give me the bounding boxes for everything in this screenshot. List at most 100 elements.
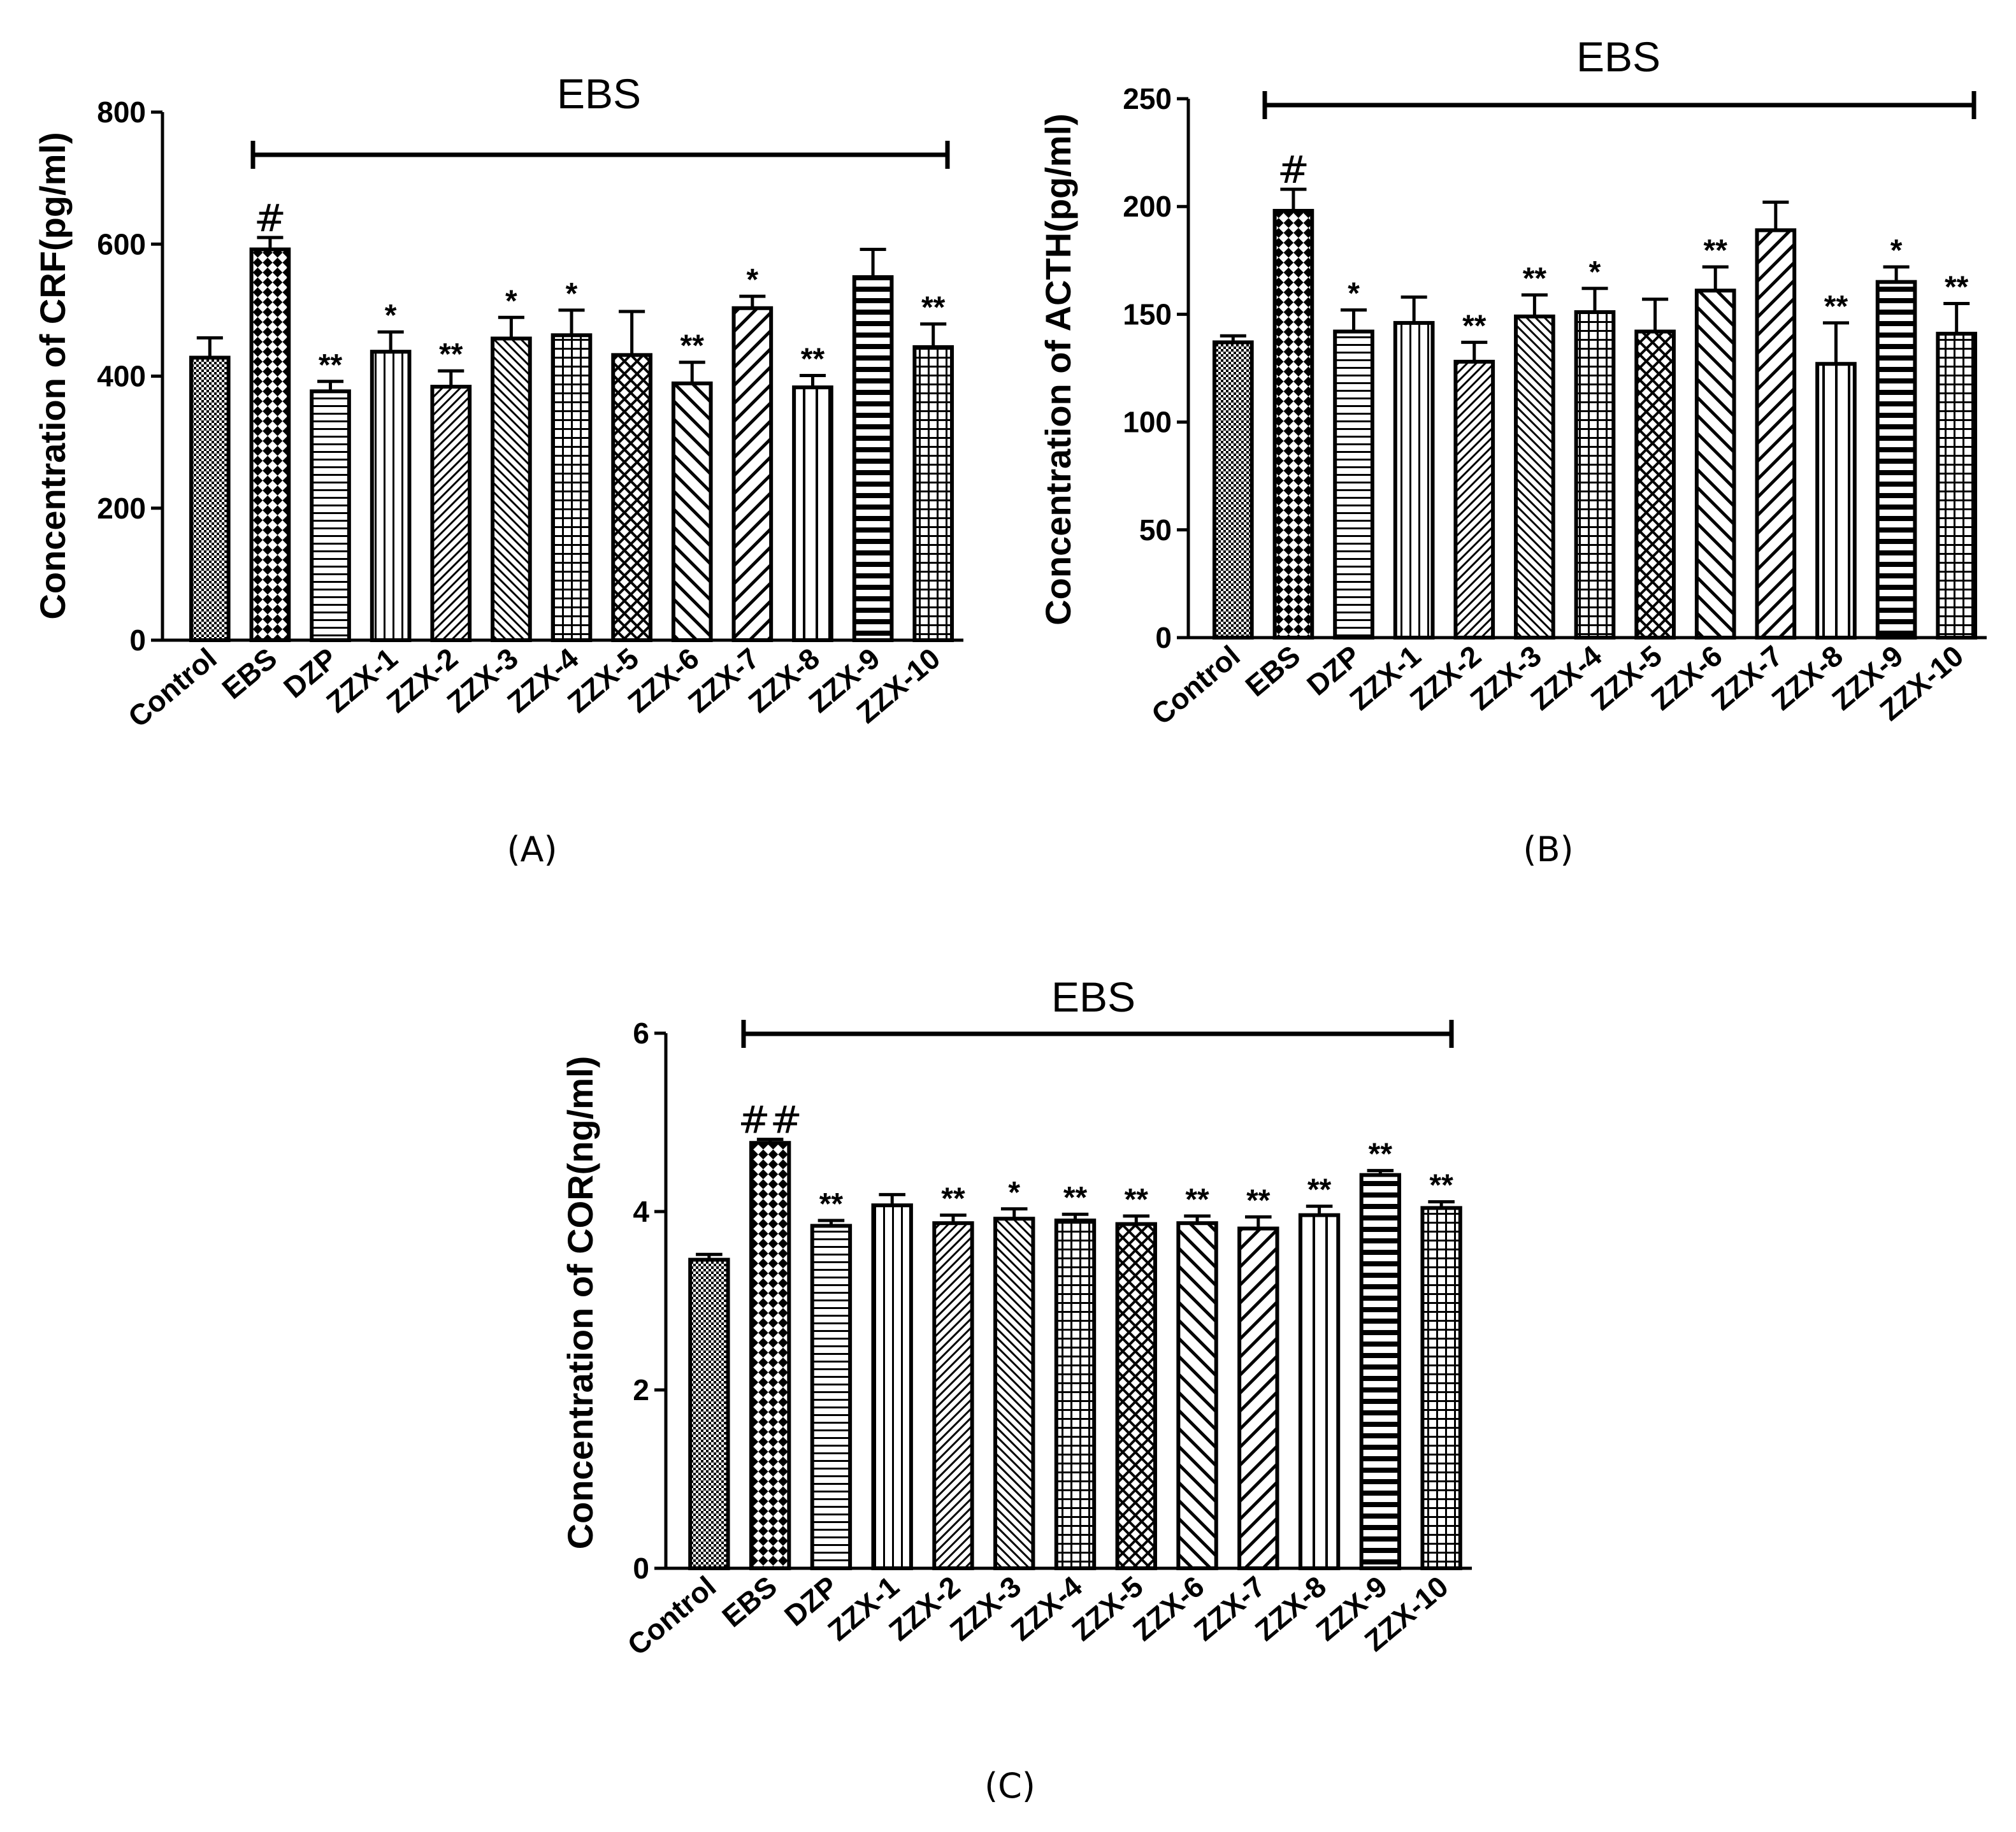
panel-caption: (C) [984, 1766, 1035, 1806]
significance-label: ** [1369, 1138, 1393, 1171]
significance-label: * [1008, 1176, 1020, 1210]
significance-label: ** [1462, 309, 1487, 343]
significance-label: ** [941, 1182, 965, 1216]
significance-label: ** [439, 338, 463, 371]
bar [810, 1224, 853, 1570]
bar [1694, 289, 1736, 640]
bar [688, 1257, 730, 1570]
x-tick-label: ZZX-2 [882, 1570, 966, 1647]
significance-label: ** [1824, 290, 1848, 324]
bar [749, 1141, 791, 1570]
y-tick-label: 0 [129, 624, 146, 657]
x-tick-label: ZZX-4 [1005, 1570, 1089, 1647]
y-tick-label: 200 [97, 492, 146, 525]
y-tick-label: 2 [633, 1373, 649, 1406]
bar [1272, 208, 1314, 640]
significance-label: ** [1125, 1183, 1149, 1217]
bar [1453, 359, 1495, 640]
panel-a: EBS Concentration of CRF(pg/ml) (A) 0 200… [32, 70, 963, 869]
significance-label: # [1278, 148, 1309, 192]
bar [1393, 320, 1435, 640]
bar [1054, 1219, 1097, 1570]
significance-label: ** [1246, 1184, 1271, 1217]
significance-label: * [1890, 234, 1903, 268]
significance-label: ## [738, 1098, 802, 1143]
bar [671, 381, 713, 642]
significance-label: ** [1945, 270, 1969, 304]
x-tick-label: ZZX-5 [1065, 1570, 1149, 1647]
significance-label: * [385, 299, 397, 333]
panel-caption: (B) [1523, 829, 1573, 869]
bar [993, 1217, 1035, 1570]
significance-label: * [747, 263, 759, 297]
bar [1755, 228, 1797, 640]
bar [731, 306, 774, 642]
significance-label: * [1589, 255, 1601, 289]
bar [551, 333, 593, 642]
y-tick-label: 250 [1123, 82, 1172, 115]
significance-label: ** [319, 348, 343, 382]
y-tick-label: 150 [1123, 297, 1172, 331]
bar [1237, 1226, 1279, 1570]
bar [1176, 1221, 1218, 1570]
bar [310, 389, 351, 642]
bar [1634, 329, 1676, 640]
significance-label: ** [921, 291, 946, 325]
x-tick-label: EBS [716, 1570, 783, 1634]
y-tick-label: 6 [633, 1017, 649, 1050]
bar [370, 350, 412, 642]
y-tick-label: 0 [1155, 621, 1172, 654]
bar [430, 385, 472, 643]
bar [1420, 1206, 1462, 1570]
bar [491, 336, 532, 643]
significance-label: # [254, 196, 286, 241]
significance-label: ** [1307, 1173, 1332, 1207]
significance-label: ** [1704, 234, 1728, 268]
bar [1115, 1222, 1157, 1570]
bar [1212, 340, 1254, 640]
bracket-label: EBS [557, 70, 641, 117]
bar [1815, 362, 1857, 640]
significance-label: ** [1523, 262, 1547, 296]
significance-label: * [1348, 277, 1360, 311]
x-tick-label: ZZX-8 [1249, 1570, 1332, 1647]
y-tick-label: 0 [633, 1552, 649, 1585]
bracket-label: EBS [1051, 973, 1135, 1020]
y-tick-label: 400 [97, 360, 146, 393]
bracket-label: EBS [1576, 33, 1660, 80]
significance-label: ** [1185, 1183, 1209, 1217]
bar [792, 385, 833, 643]
bar [912, 345, 954, 643]
bar [1333, 329, 1374, 640]
bar [1359, 1173, 1402, 1570]
y-axis-label: Concentration of CRF(pg/ml) [32, 132, 73, 619]
y-axis-label: Concentration of COR(ng/ml) [560, 1056, 600, 1550]
y-tick-label: 800 [97, 96, 146, 129]
x-tick-label: EBS [215, 641, 283, 706]
bar [852, 275, 894, 642]
bar [189, 355, 231, 642]
bar [1936, 331, 1978, 640]
significance-label: * [505, 284, 517, 318]
bar [932, 1221, 974, 1570]
significance-label: * [566, 277, 578, 311]
bar [1875, 280, 1917, 640]
panel-caption: (A) [507, 829, 557, 869]
x-tick-label: ZZX-7 [1188, 1570, 1271, 1647]
bar [1574, 310, 1616, 640]
significance-label: ** [1429, 1169, 1453, 1203]
panel-b: EBS Concentration of ACTH(pg/ml) (B) 0 50… [1038, 33, 1987, 869]
bar [249, 247, 291, 643]
y-tick-label: 100 [1123, 406, 1172, 439]
significance-label: ** [680, 329, 705, 363]
y-axis-label: Concentration of ACTH(pg/ml) [1038, 113, 1078, 626]
significance-label: ** [801, 342, 825, 376]
x-tick-label: ZZX-6 [1127, 1570, 1210, 1647]
significance-label: ** [819, 1187, 844, 1221]
y-tick-label: 4 [633, 1195, 649, 1228]
bar [871, 1203, 913, 1570]
y-tick-label: 600 [97, 227, 146, 261]
y-tick-label: 200 [1123, 190, 1172, 223]
significance-label: ** [1063, 1181, 1088, 1215]
